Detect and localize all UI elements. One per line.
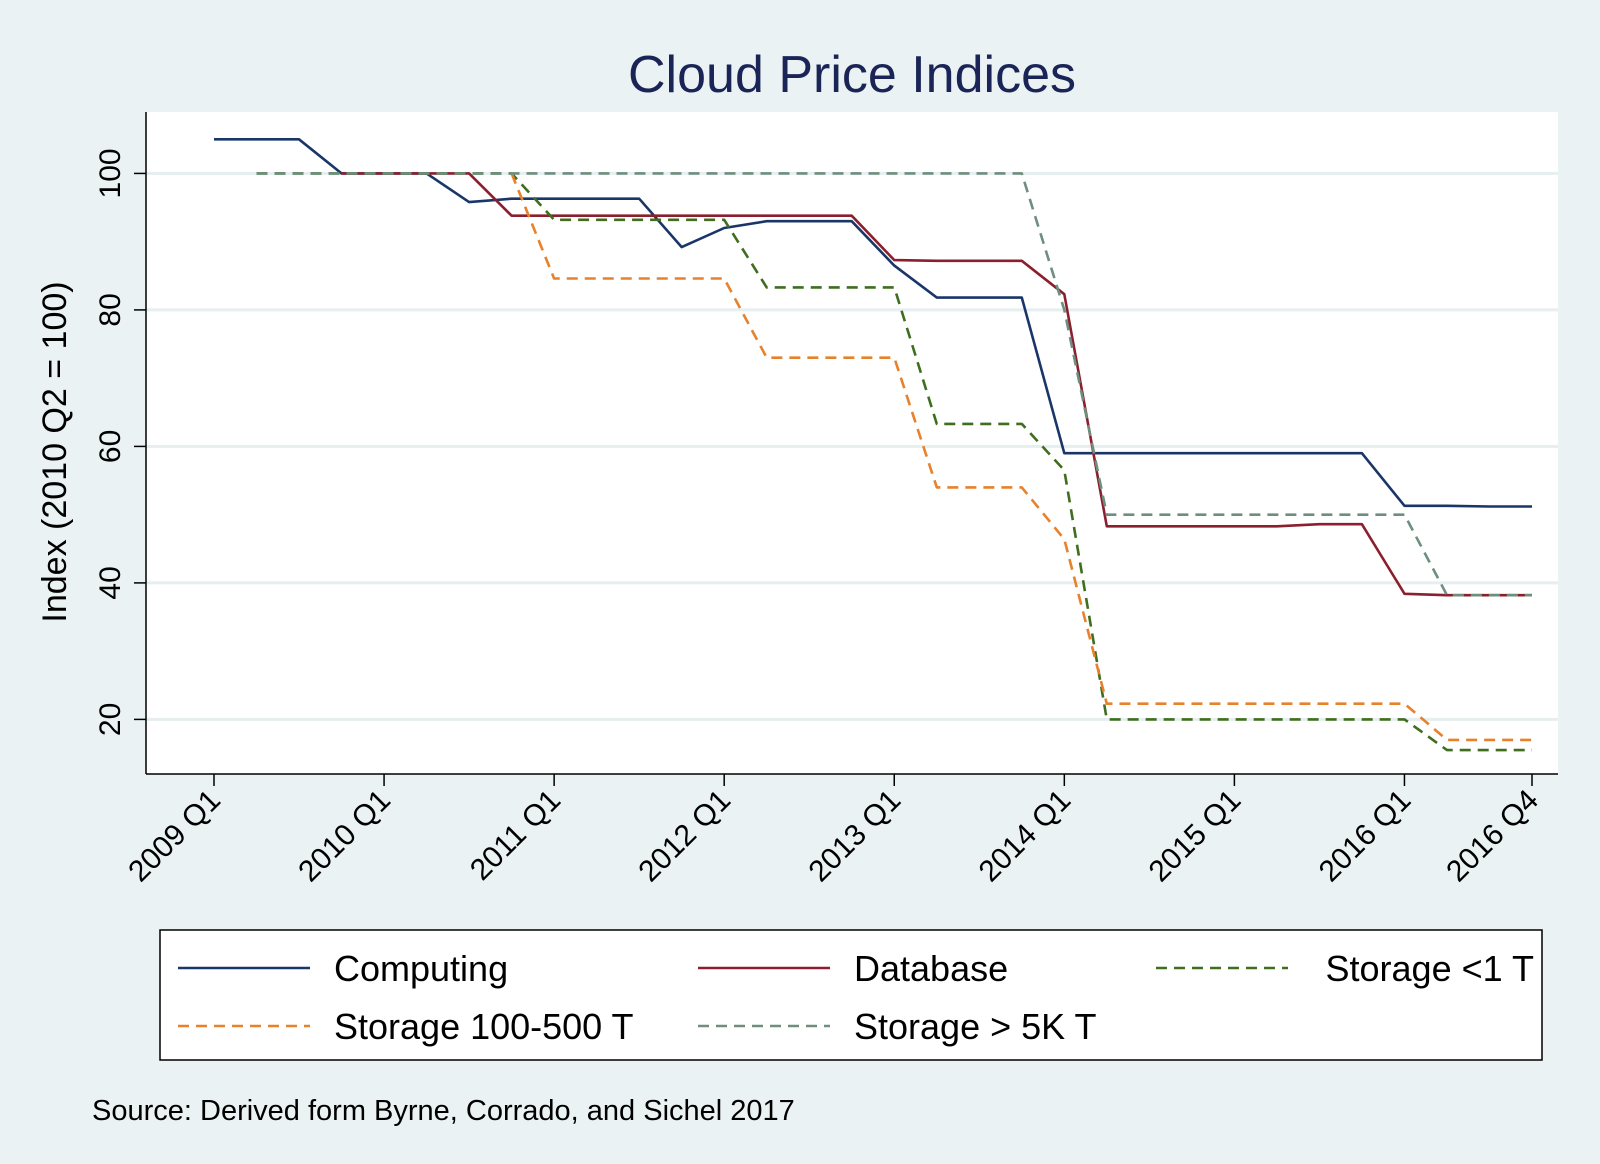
legend-label: Storage > 5K T	[854, 1006, 1097, 1047]
y-tick-label: 100	[94, 148, 127, 198]
series-layer	[214, 138, 1532, 752]
legend-label: Storage 100-500 T	[334, 1006, 634, 1047]
legend-box	[159, 929, 1543, 1061]
y-tick-label: 80	[94, 293, 127, 326]
y-axis-title: Index (2010 Q2 = 100)	[36, 281, 74, 622]
y-tick-label: 40	[94, 566, 127, 599]
series-line-storage-100-500-t	[510, 172, 1532, 742]
series-line-database	[341, 172, 1532, 597]
plot-area	[146, 112, 1558, 774]
gridlines	[146, 171, 1558, 721]
legend-label: Database	[854, 948, 1008, 989]
source-note: Source: Derived form Byrne, Corrado, and…	[92, 1095, 795, 1127]
series-line-storage-5k-t	[256, 172, 1532, 597]
legend-label: Computing	[334, 948, 508, 989]
chart-title: Cloud Price Indices	[628, 46, 1076, 104]
legend-label: Storage <1 T	[1326, 948, 1534, 989]
legend: Computing Database Storage <1 T Storage 100…	[178, 948, 1534, 1047]
series-line-computing	[214, 138, 1532, 508]
y-tick-label: 20	[94, 703, 127, 736]
y-tick-label: 60	[94, 430, 127, 463]
